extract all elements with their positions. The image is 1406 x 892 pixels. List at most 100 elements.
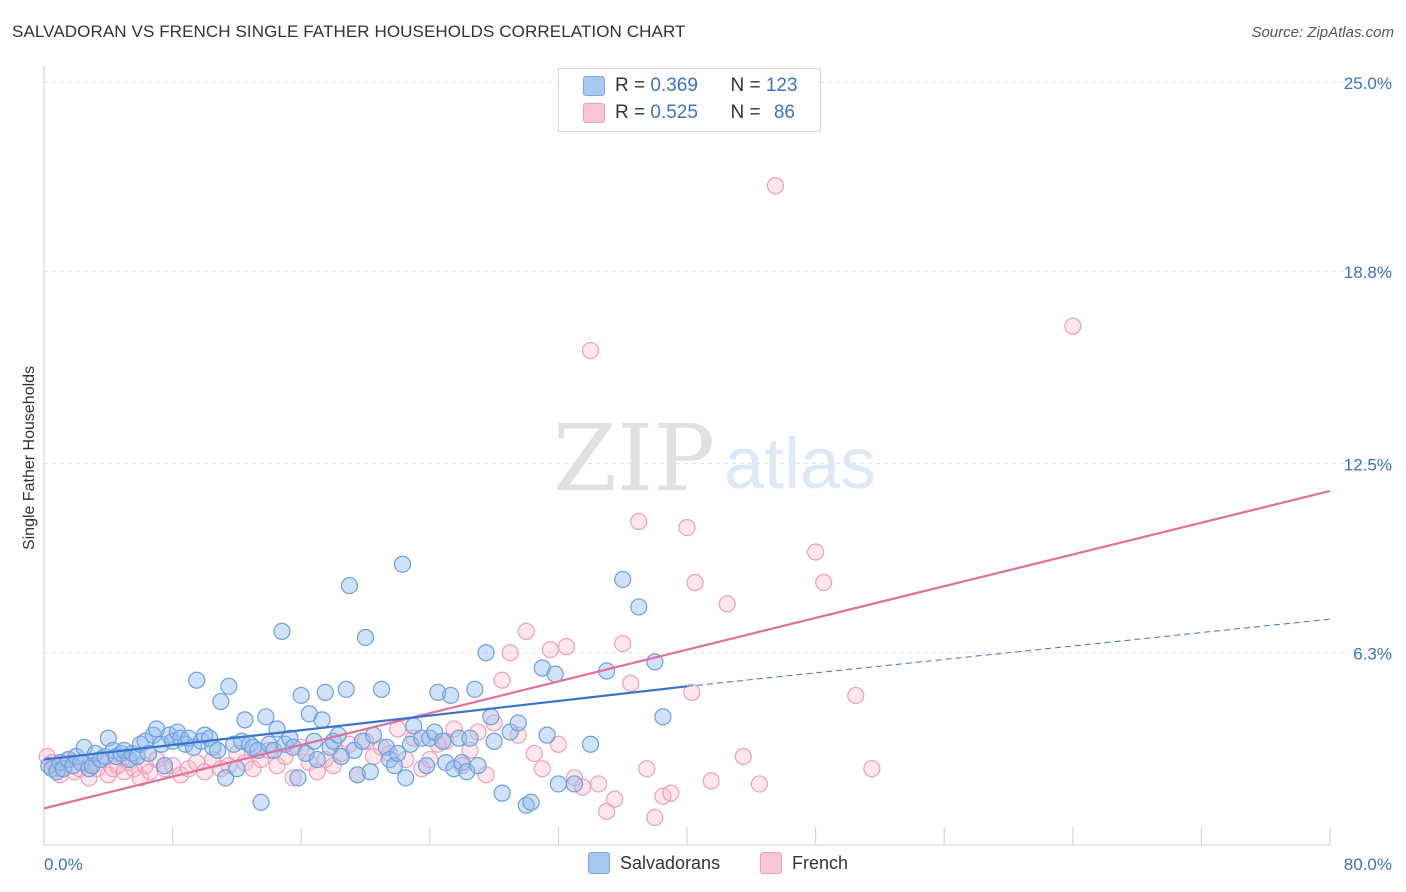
- point-salvadorans: [337, 680, 355, 698]
- series-salvadorans-points: [40, 555, 672, 814]
- point-french: [638, 760, 656, 778]
- point-french: [622, 674, 640, 692]
- point-salvadorans: [417, 757, 436, 775]
- point-salvadorans: [356, 628, 375, 647]
- point-salvadorans: [614, 570, 632, 589]
- point-french: [1064, 317, 1082, 335]
- point-french: [630, 512, 648, 531]
- point-french: [678, 518, 696, 537]
- point-french: [445, 720, 463, 738]
- point-salvadorans: [546, 665, 564, 683]
- source-credit: Source: ZipAtlas.com: [1251, 24, 1394, 41]
- point-salvadorans: [155, 757, 174, 775]
- point-french: [581, 341, 600, 360]
- point-french: [606, 790, 624, 808]
- point-salvadorans: [289, 769, 307, 787]
- legend-n-value: 86: [773, 102, 795, 123]
- point-french: [598, 802, 616, 821]
- point-salvadorans: [482, 708, 500, 726]
- trend-line-salvadorans: [43, 685, 688, 761]
- point-french: [614, 634, 632, 653]
- point-salvadorans: [340, 576, 359, 595]
- x-tick-label-min: 0.0%: [44, 855, 83, 874]
- point-salvadorans: [80, 760, 98, 778]
- point-salvadorans: [54, 760, 72, 778]
- point-salvadorans: [466, 680, 484, 698]
- correlation-legend: R = 0.369 N = 123 R = 0.525 N = 86: [558, 68, 821, 132]
- point-french: [541, 641, 559, 659]
- legend-row-salvadorans: R = 0.369 N = 123: [583, 73, 798, 99]
- legend-r-value: 0.525: [650, 102, 698, 123]
- legend-item-french[interactable]: French: [760, 852, 848, 874]
- point-french: [557, 638, 576, 656]
- point-salvadorans: [397, 769, 415, 787]
- point-french: [863, 760, 881, 778]
- point-french: [766, 177, 785, 195]
- trend-line-french: [43, 489, 1331, 810]
- point-french: [284, 769, 302, 787]
- point-salvadorans: [236, 711, 254, 729]
- point-salvadorans: [257, 708, 275, 726]
- point-salvadorans: [549, 775, 568, 793]
- series-french-points: [38, 177, 1082, 827]
- point-salvadorans: [461, 729, 479, 747]
- chart-title: SALVADORAN VS FRENCH SINGLE FATHER HOUSE…: [12, 22, 686, 41]
- point-salvadorans: [393, 555, 412, 573]
- point-salvadorans: [91, 750, 109, 769]
- point-salvadorans: [372, 680, 391, 698]
- point-salvadorans: [361, 763, 379, 781]
- grid-lines: [44, 81, 1392, 654]
- point-salvadorans: [654, 708, 672, 726]
- point-salvadorans: [308, 750, 326, 769]
- point-salvadorans: [217, 769, 235, 787]
- point-french: [493, 671, 511, 689]
- point-salvadorans: [313, 711, 331, 729]
- legend-swatch-french: [583, 103, 605, 123]
- point-salvadorans: [316, 683, 334, 702]
- point-salvadorans: [434, 732, 452, 750]
- y-tick-label: 25.0%: [1344, 74, 1392, 93]
- point-salvadorans: [196, 726, 214, 744]
- point-salvadorans: [389, 744, 407, 763]
- tick-labels: 6.3% 12.5% 18.8% 25.0% 0.0% 80.0%: [44, 74, 1392, 874]
- point-salvadorans: [442, 686, 460, 705]
- point-salvadorans: [453, 753, 471, 772]
- point-french: [517, 622, 535, 640]
- point-salvadorans: [273, 622, 291, 640]
- point-salvadorans: [209, 741, 227, 759]
- point-french: [815, 573, 833, 592]
- legend-label-salvadorans: Salvadorans: [620, 852, 721, 873]
- point-salvadorans: [348, 766, 367, 784]
- point-salvadorans: [522, 793, 540, 811]
- point-salvadorans: [538, 726, 556, 744]
- legend-label-french: French: [792, 852, 849, 873]
- legend-swatch-french: [760, 852, 782, 874]
- y-tick-label: 6.3%: [1353, 645, 1392, 664]
- point-salvadorans: [630, 598, 648, 616]
- x-tick-label-max: 80.0%: [1344, 855, 1392, 874]
- point-salvadorans: [252, 793, 270, 811]
- trend-line-salvadorans-extension: [686, 618, 1331, 687]
- point-salvadorans: [281, 729, 299, 747]
- legend-item-salvadorans[interactable]: Salvadorans: [588, 852, 720, 874]
- legend-swatch-salvadorans: [588, 852, 610, 874]
- point-salvadorans: [477, 644, 495, 662]
- watermark-zip: ZIP: [553, 405, 715, 512]
- legend-r-value: 0.369: [650, 75, 698, 96]
- point-french: [533, 760, 551, 778]
- point-salvadorans: [244, 738, 262, 756]
- legend-n-value: 123: [765, 75, 798, 96]
- point-french: [589, 775, 608, 793]
- legend-row-french: R = 0.525 N = 86: [583, 100, 795, 126]
- point-french: [662, 784, 680, 802]
- point-french: [461, 741, 479, 759]
- watermark-atlas: atlas: [724, 424, 876, 504]
- point-french: [646, 808, 664, 827]
- trend-lines: [43, 489, 1331, 810]
- legend-swatch-salvadorans: [583, 76, 605, 96]
- point-salvadorans: [188, 671, 206, 689]
- point-salvadorans: [509, 714, 527, 732]
- point-salvadorans: [493, 784, 511, 802]
- point-salvadorans: [212, 692, 230, 711]
